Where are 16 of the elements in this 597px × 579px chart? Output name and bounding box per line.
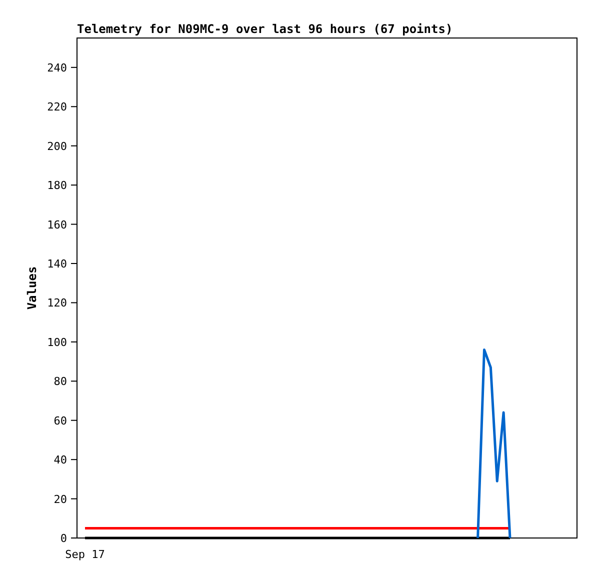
y-axis-title: Values: [25, 266, 39, 310]
y-tick-label: 80: [54, 375, 67, 388]
y-tick-label: 180: [47, 179, 67, 192]
y-tick-label: 220: [47, 100, 67, 114]
y-tick-label: 140: [47, 257, 67, 270]
y-tick-label: 40: [54, 454, 67, 467]
y-tick-label: 200: [47, 140, 67, 153]
y-tick-label: 120: [47, 296, 67, 310]
y-tick-label: 60: [54, 414, 67, 428]
chart-title: Telemetry for N09MC-9 over last 96 hours (67 points): [77, 22, 453, 36]
y-tick-label: 240: [47, 61, 67, 74]
y-tick-label: 160: [47, 218, 67, 232]
y-tick-label: 20: [54, 492, 67, 506]
y-tick-label: 100: [47, 336, 67, 349]
y-tick-label: 0: [60, 532, 67, 545]
x-tick-label: Sep 17: [65, 548, 105, 561]
